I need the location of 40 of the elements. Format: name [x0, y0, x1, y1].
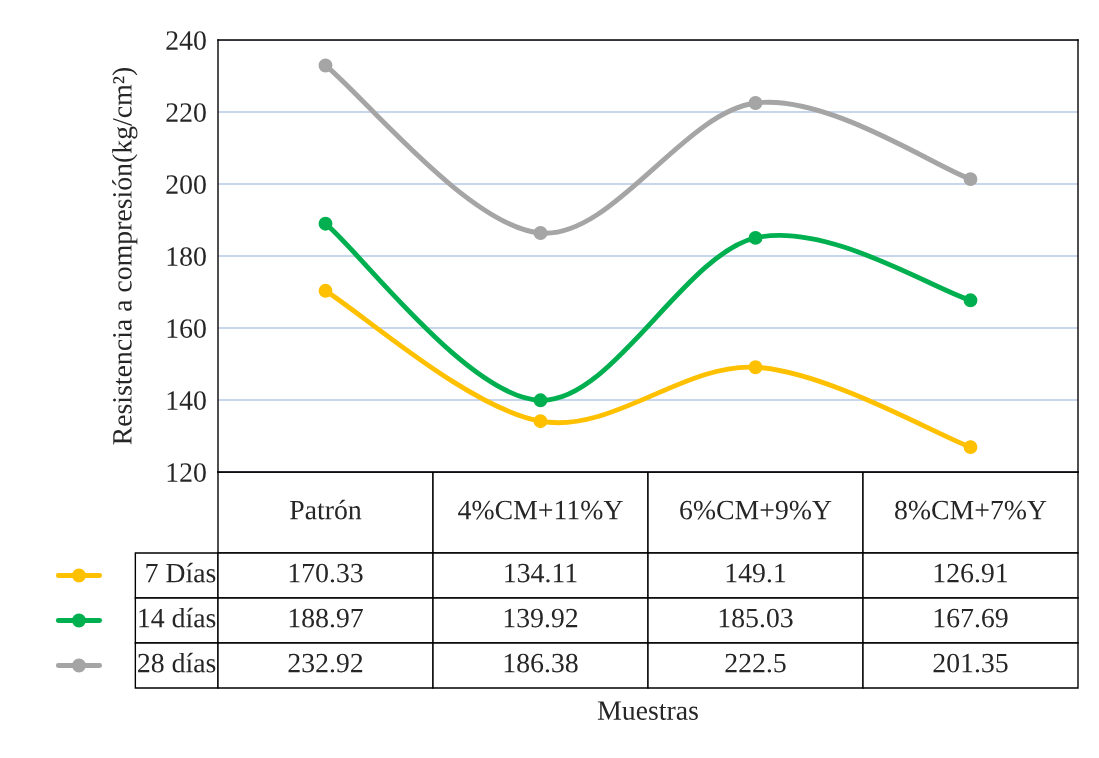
data-label: 201.35	[933, 653, 1008, 673]
data-label: 222.5	[725, 653, 786, 673]
point	[318, 58, 333, 73]
data-label: 149.1	[726, 563, 786, 583]
y-tick-label: 140	[167, 391, 206, 410]
data-label: 126.91	[934, 563, 1008, 583]
legend-label: 7 Días	[146, 562, 216, 583]
data-label: 232.92	[288, 653, 363, 673]
data-label: 185.03	[719, 608, 793, 628]
x-tick-label: 4%CM+11%Y	[458, 500, 623, 520]
x-tick-label: 6%CM+9%Y	[680, 500, 832, 520]
point	[533, 393, 548, 408]
y-tick-label: 200	[166, 175, 206, 194]
data-label: 170.33	[289, 563, 363, 583]
y-tick-label: 220	[166, 103, 206, 122]
point	[318, 216, 333, 231]
point	[748, 96, 763, 110]
y-tick-label: 180	[167, 247, 206, 266]
point	[533, 414, 548, 429]
point	[318, 283, 333, 298]
point	[963, 172, 978, 187]
data-label: 186.38	[504, 653, 578, 673]
point	[533, 226, 548, 240]
point	[963, 293, 978, 308]
x-tick-label: 8%CM+7%Y	[895, 500, 1047, 520]
text: Muestras	[597, 701, 698, 720]
point	[963, 440, 978, 455]
data-label: 188.97	[289, 608, 363, 628]
data-label: 139.92	[504, 608, 578, 628]
point	[748, 360, 763, 375]
point	[748, 230, 763, 245]
data-label: 167.69	[934, 608, 1008, 628]
x-tick-label: Patrón	[290, 499, 362, 520]
y-axis-title: Resistencia a compresión(kg/cm²)	[112, 67, 138, 445]
legend-label: 28 días	[138, 652, 216, 673]
legend-label: 14 días	[139, 607, 216, 628]
data-label: 134.11	[505, 563, 577, 583]
y-tick-label: 120	[167, 463, 206, 482]
y-tick-label: 160	[167, 319, 206, 338]
y-tick-label: 240	[166, 31, 206, 50]
